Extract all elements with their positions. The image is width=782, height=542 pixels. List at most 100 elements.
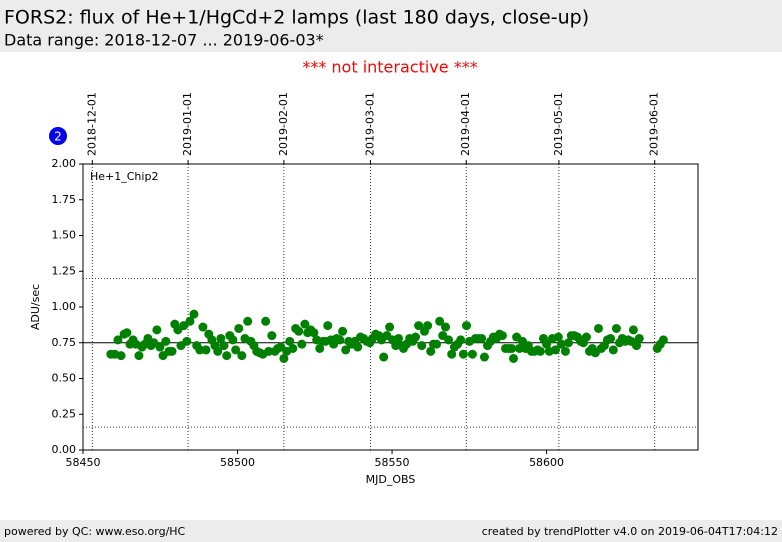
footer-right: created by trendPlotter v4.0 on 2019-06-… — [482, 525, 778, 538]
footer-band — [0, 520, 782, 542]
data-point — [198, 322, 208, 332]
data-point — [411, 332, 421, 342]
data-point — [553, 332, 563, 342]
data-point — [261, 316, 271, 326]
data-point — [467, 349, 477, 359]
data-point — [134, 351, 144, 361]
data-point — [267, 331, 277, 341]
data-point — [444, 335, 454, 345]
data-point — [219, 341, 229, 351]
data-point — [264, 346, 274, 356]
y-tick-label: 1.50 — [52, 229, 77, 242]
plot-area — [83, 164, 698, 450]
data-point — [462, 321, 472, 331]
data-point — [417, 341, 427, 351]
data-point — [195, 345, 205, 355]
x-axis-label: MJD_OBS — [366, 473, 416, 486]
x-tick-label: 58500 — [220, 456, 255, 469]
data-point — [507, 343, 517, 353]
y-tick-label: 1.00 — [52, 300, 77, 313]
data-point — [560, 346, 570, 356]
y-tick-label: 0.50 — [52, 372, 77, 385]
data-point — [611, 323, 621, 333]
data-point — [556, 339, 566, 349]
data-point — [441, 322, 451, 332]
data-point — [564, 338, 574, 348]
data-point — [201, 345, 211, 355]
data-point — [189, 309, 199, 319]
data-point — [335, 335, 345, 345]
data-point — [341, 345, 351, 355]
data-point — [309, 328, 319, 338]
data-point — [237, 351, 247, 361]
y-tick-label: 0.00 — [52, 443, 77, 456]
plot-frame — [82, 163, 699, 451]
data-point — [608, 345, 618, 355]
data-point — [497, 331, 507, 341]
y-tick-label: 2.00 — [52, 157, 77, 170]
data-point — [432, 339, 442, 349]
data-point — [353, 342, 363, 352]
data-point — [323, 321, 333, 331]
date-tick-label: 2019-05-01 — [552, 92, 565, 156]
data-point — [122, 328, 132, 338]
data-point — [581, 332, 591, 342]
y-tick-label: 0.75 — [52, 336, 77, 349]
data-point — [632, 341, 641, 351]
data-point — [628, 325, 638, 335]
date-tick-label: 2019-03-01 — [363, 92, 376, 156]
data-point — [606, 333, 616, 343]
data-point — [426, 346, 436, 356]
data-point — [234, 323, 244, 333]
data-point — [458, 349, 468, 359]
data-point — [435, 316, 445, 326]
x-tick-label: 58550 — [375, 456, 410, 469]
data-point — [228, 335, 238, 345]
data-point — [634, 333, 644, 343]
data-point — [155, 342, 165, 352]
y-tick-label: 1.75 — [52, 193, 77, 206]
data-point — [551, 345, 561, 355]
legend-label: He+1_Chip2 — [90, 170, 158, 183]
data-point — [447, 349, 457, 359]
data-point — [294, 326, 304, 336]
x-tick-label: 58600 — [529, 456, 564, 469]
data-point — [297, 339, 307, 349]
data-point — [113, 335, 123, 345]
data-point — [161, 336, 171, 346]
data-point — [182, 336, 192, 346]
data-point — [288, 343, 298, 353]
data-point — [231, 345, 241, 355]
footer-left: powered by QC: www.eso.org/HC — [4, 525, 186, 538]
data-point — [385, 322, 395, 332]
y-tick-label: 0.25 — [52, 407, 77, 420]
data-point — [456, 335, 466, 345]
date-tick-label: 2019-01-01 — [181, 92, 194, 156]
date-tick-label: 2019-06-01 — [648, 92, 661, 156]
data-point — [243, 316, 253, 326]
data-point — [338, 326, 348, 336]
badge-circle — [49, 127, 67, 145]
data-point — [593, 323, 603, 333]
data-point — [279, 353, 289, 363]
header-band — [0, 0, 782, 52]
data-point — [116, 351, 126, 361]
data-point — [423, 321, 433, 331]
page-subtitle: Data range: 2018-12-07 ... 2019-06-03* — [4, 31, 324, 50]
data-point — [315, 343, 325, 353]
notice: *** not interactive *** — [302, 58, 477, 77]
y-tick-label: 1.25 — [52, 264, 77, 277]
data-point — [414, 321, 424, 331]
date-tick-label: 2018-12-01 — [85, 92, 98, 156]
y-axis-label: ADU/sec — [29, 284, 42, 330]
page-title: FORS2: flux of He+1/HgCd+2 lamps (last 1… — [4, 7, 589, 29]
data-point — [300, 319, 310, 329]
data-point — [213, 346, 223, 356]
data-point — [514, 343, 524, 353]
data-point — [285, 336, 295, 346]
data-point — [216, 333, 226, 343]
x-tick-label: 58450 — [66, 456, 101, 469]
data-point — [152, 325, 162, 335]
data-point — [479, 352, 489, 362]
